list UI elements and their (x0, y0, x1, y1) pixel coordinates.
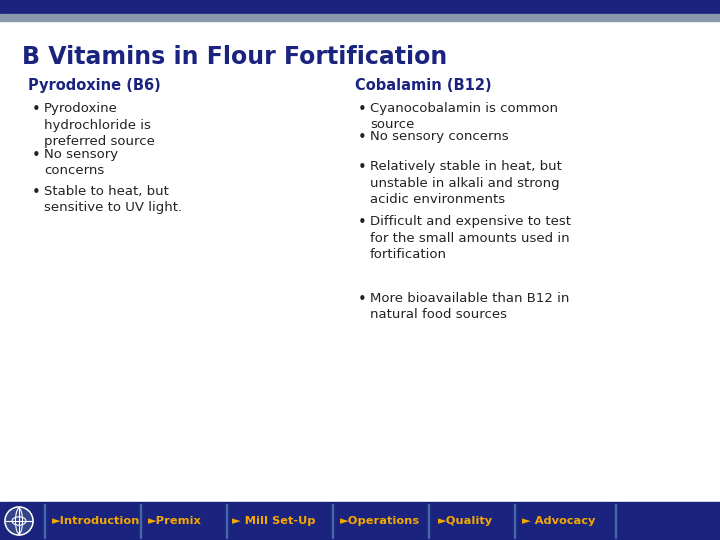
Bar (226, 504, 227, 538)
Text: Cyanocobalamin is common
source: Cyanocobalamin is common source (370, 102, 558, 132)
Text: No sensory
concerns: No sensory concerns (44, 148, 118, 178)
Bar (0, 0, 720, 14)
Text: •: • (358, 130, 366, 145)
Bar (332, 504, 333, 538)
Circle shape (5, 507, 33, 535)
Text: Cobalamin (B12): Cobalamin (B12) (355, 78, 492, 93)
Text: ►Operations: ►Operations (340, 516, 420, 526)
Bar (140, 504, 141, 538)
Bar (615, 504, 616, 538)
Text: Relatively stable in heat, but
unstable in alkali and strong
acidic environments: Relatively stable in heat, but unstable … (370, 160, 562, 206)
Text: ► Mill Set-Up: ► Mill Set-Up (232, 516, 315, 526)
Text: •: • (358, 215, 366, 230)
Text: •: • (32, 185, 41, 200)
Text: ►Introduction: ►Introduction (52, 516, 140, 526)
Bar (0, 502, 720, 540)
Ellipse shape (12, 508, 26, 534)
Text: B Vitamins in Flour Fortification: B Vitamins in Flour Fortification (22, 45, 447, 69)
Text: •: • (358, 102, 366, 117)
Text: ►Premix: ►Premix (148, 516, 202, 526)
Text: Difficult and expensive to test
for the small amounts used in
fortification: Difficult and expensive to test for the … (370, 215, 571, 261)
Text: •: • (32, 148, 41, 163)
Circle shape (6, 508, 32, 534)
Text: ► Advocacy: ► Advocacy (522, 516, 595, 526)
Bar (44, 504, 45, 538)
Text: •: • (358, 160, 366, 175)
Text: More bioavailable than B12 in
natural food sources: More bioavailable than B12 in natural fo… (370, 292, 570, 321)
Text: Pyrodoxine
hydrochloride is
preferred source: Pyrodoxine hydrochloride is preferred so… (44, 102, 155, 148)
Text: •: • (358, 292, 366, 307)
Text: Pyrodoxine (B6): Pyrodoxine (B6) (28, 78, 161, 93)
Bar (514, 504, 515, 538)
Text: Stable to heat, but
sensitive to UV light.: Stable to heat, but sensitive to UV ligh… (44, 185, 182, 214)
Bar (428, 504, 429, 538)
Text: ►Quality: ►Quality (438, 516, 493, 526)
Text: No sensory concerns: No sensory concerns (370, 130, 508, 143)
Text: •: • (32, 102, 41, 117)
Bar (0, 14, 720, 21)
